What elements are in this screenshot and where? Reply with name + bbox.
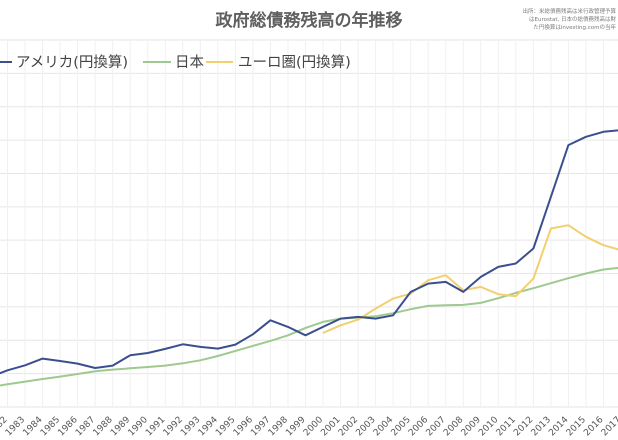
series-lines xyxy=(0,129,618,387)
x-tick-label: 2017 xyxy=(600,415,618,438)
legend: アメリカ(円換算) 日本 ユーロ圏(円換算) xyxy=(0,54,351,71)
x-tick-label: 1982 xyxy=(0,415,10,438)
series-line-1 xyxy=(0,266,618,387)
legend-label-usa: アメリカ(円換算) xyxy=(16,54,128,71)
chart-title: 政府総債務残高の年推移 xyxy=(215,11,403,31)
legend-label-japan: 日本 xyxy=(175,54,204,71)
source-note-line: はEurostat, 日本の総債務残高は財 xyxy=(528,17,616,23)
source-note-line: 出所：米総債務残高は米行政管理予算 xyxy=(522,9,616,15)
source-note: 出所：米総債務残高は米行政管理予算 はEurostat, 日本の総債務残高は財 … xyxy=(484,8,616,32)
gridlines xyxy=(0,39,618,408)
source-note-line: た円換算はinvesting.comの当年 xyxy=(533,25,616,31)
series-line-2 xyxy=(322,224,618,334)
series-line-0 xyxy=(0,129,618,375)
legend-label-euro: ユーロ圏(円換算) xyxy=(238,54,351,71)
x-axis-ticks: 1982198319841985198619871988198919901991… xyxy=(0,415,618,438)
